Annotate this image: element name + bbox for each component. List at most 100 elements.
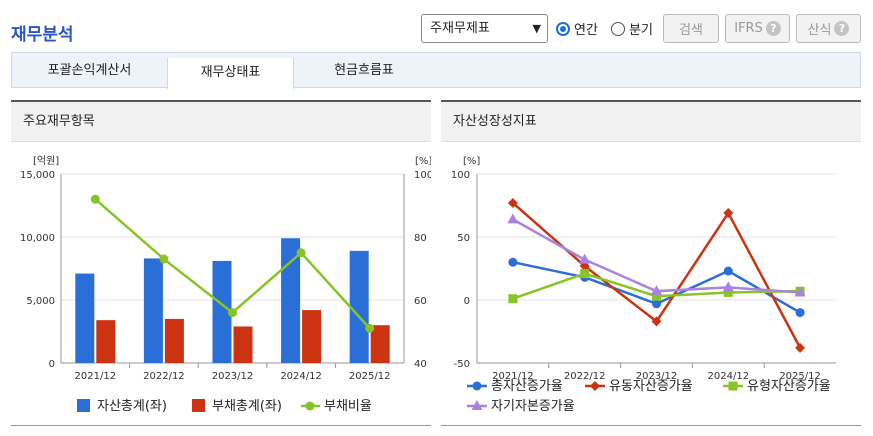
x-tick-label: 2025/12	[779, 371, 821, 382]
asset-growth-chart: [%] -50 0 50 100 2021/12 2022/12 2023/12 2024/12…	[451, 156, 836, 414]
panel-title: 자산성장성지표	[441, 102, 861, 142]
x-tick-label: 2025/12	[349, 371, 391, 382]
legend-swatch	[728, 381, 738, 391]
left-axis-unit: [억원]	[33, 155, 59, 167]
formula-button-label: 산식	[807, 23, 832, 38]
help-icon: ?	[765, 21, 781, 36]
bar-total-assets	[75, 273, 95, 363]
legend-swatch	[305, 401, 315, 411]
statement-tabs: 포괄손익계산서 재무상태표 현금흐름표	[11, 52, 861, 89]
statement-select-value: 주재무제표	[430, 21, 490, 36]
left-tick-label: 5,000	[26, 296, 55, 307]
statement-select[interactable]: 주재무제표 ▼	[421, 14, 548, 43]
bar-total-assets	[281, 238, 301, 363]
point-debt-ratio	[365, 323, 375, 333]
bar-total-assets	[143, 258, 163, 363]
tab-cash-flow[interactable]: 현금흐름표	[334, 63, 394, 78]
point-equity-growth	[794, 286, 806, 297]
x-tick-label: 2024/12	[708, 371, 750, 382]
page-title: 재무분석	[11, 25, 74, 45]
ifrs-button-label: IFRS	[734, 21, 763, 36]
right-axis-unit: [%]	[415, 156, 431, 167]
legend-swatch	[471, 400, 483, 410]
legend-swatch	[77, 399, 90, 412]
point-debt-ratio	[228, 308, 237, 318]
y-tick-label: 50	[457, 233, 470, 244]
bar-total-liabilities	[233, 326, 253, 363]
radio-on-icon	[556, 21, 570, 36]
panel-title: 주요재무항목	[11, 102, 431, 142]
point-debt-ratio	[159, 254, 169, 264]
y-tick-label: 100	[451, 170, 470, 181]
legend-label: 유형자산증가율	[747, 379, 831, 394]
right-tick-label: 40	[414, 359, 427, 370]
x-tick-label: 2022/12	[143, 371, 185, 382]
radio-quarterly[interactable]: 분기	[611, 19, 653, 38]
tab-income-statement[interactable]: 포괄손익계산서	[47, 63, 132, 78]
chevron-down-icon: ▼	[532, 22, 541, 35]
legend-label: 부채총계(좌)	[212, 399, 282, 414]
point-tangible-asset-growth	[580, 269, 590, 279]
y-tick-label: -50	[454, 359, 470, 370]
point-equity-growth	[579, 253, 591, 264]
tab-balance-sheet[interactable]: 재무상태표	[167, 58, 294, 89]
left-chart-panel: 주요재무항목 [억원] [%] 0 5,000 10,000 15,000 40 60 80 10…	[11, 100, 433, 426]
point-tangible-asset-growth	[652, 291, 661, 301]
right-chart-panel: 자산성장성지표 [%] -50 0 50 100 2021/12 2022/12 2023/1…	[441, 100, 861, 426]
legend-label: 자산총계(좌)	[97, 399, 167, 414]
point-equity-growth	[651, 285, 662, 296]
left-tick-label: 0	[49, 359, 55, 370]
bar-total-assets	[349, 250, 369, 363]
right-tick-label: 80	[414, 233, 427, 244]
point-total-asset-growth	[795, 308, 805, 318]
point-tangible-asset-growth	[723, 287, 733, 297]
help-icon: ?	[834, 21, 850, 36]
right-tick-label: 100	[414, 170, 431, 181]
legend-label: 부채비율	[324, 399, 372, 414]
radio-quarterly-label: 분기	[629, 23, 653, 38]
legend-swatch	[472, 381, 482, 391]
legend-swatch	[192, 399, 205, 412]
point-equity-growth	[722, 281, 734, 292]
line-equity-growth	[512, 218, 801, 294]
right-tick-label: 60	[414, 296, 427, 307]
point-current-asset-growth	[651, 316, 662, 327]
left-tick-label: 15,000	[20, 170, 55, 181]
point-total-asset-growth	[508, 257, 518, 267]
point-debt-ratio	[296, 248, 306, 258]
search-button[interactable]: 검색	[663, 14, 719, 43]
point-current-asset-growth	[795, 342, 806, 353]
x-tick-label: 2021/12	[492, 371, 534, 382]
radio-off-icon	[611, 21, 625, 36]
legend-swatch	[590, 381, 600, 391]
formula-button[interactable]: 산식 ?	[796, 14, 861, 43]
point-equity-growth	[507, 213, 519, 224]
point-tangible-asset-growth	[508, 294, 518, 304]
legend-label: 유동자산증가율	[609, 379, 693, 394]
point-debt-ratio	[90, 194, 100, 204]
legend-label: 총자산증가율	[491, 379, 563, 394]
point-total-asset-growth	[652, 299, 661, 309]
x-tick-label: 2021/12	[75, 371, 117, 382]
bar-total-assets	[212, 260, 232, 363]
radio-annual[interactable]: 연간	[556, 19, 598, 38]
bar-total-liabilities	[302, 310, 322, 363]
radio-annual-label: 연간	[574, 23, 598, 38]
y-tick-label: 0	[464, 296, 470, 307]
x-tick-label: 2023/12	[212, 371, 254, 382]
bar-total-liabilities	[370, 325, 390, 363]
point-current-asset-growth	[723, 208, 734, 219]
bar-total-liabilities	[96, 320, 116, 363]
legend-label: 자기자본증가율	[491, 399, 575, 414]
bar-total-liabilities	[164, 318, 184, 363]
top-bar: 재무분석 주재무제표 ▼ 연간 분기 검색 IFRS ? 산식 ?	[0, 0, 873, 52]
point-total-asset-growth	[723, 266, 733, 276]
left-tick-label: 10,000	[20, 233, 55, 244]
financial-items-chart: [억원] [%] 0 5,000 10,000 15,000 40 60 80 100 2021/1…	[20, 155, 433, 414]
x-tick-label: 2024/12	[280, 371, 322, 382]
search-button-label: 검색	[679, 23, 703, 38]
ifrs-button[interactable]: IFRS ?	[725, 14, 790, 43]
y-axis-unit: [%]	[463, 156, 480, 167]
x-tick-label: 2023/12	[636, 371, 678, 382]
x-tick-label: 2022/12	[564, 371, 606, 382]
